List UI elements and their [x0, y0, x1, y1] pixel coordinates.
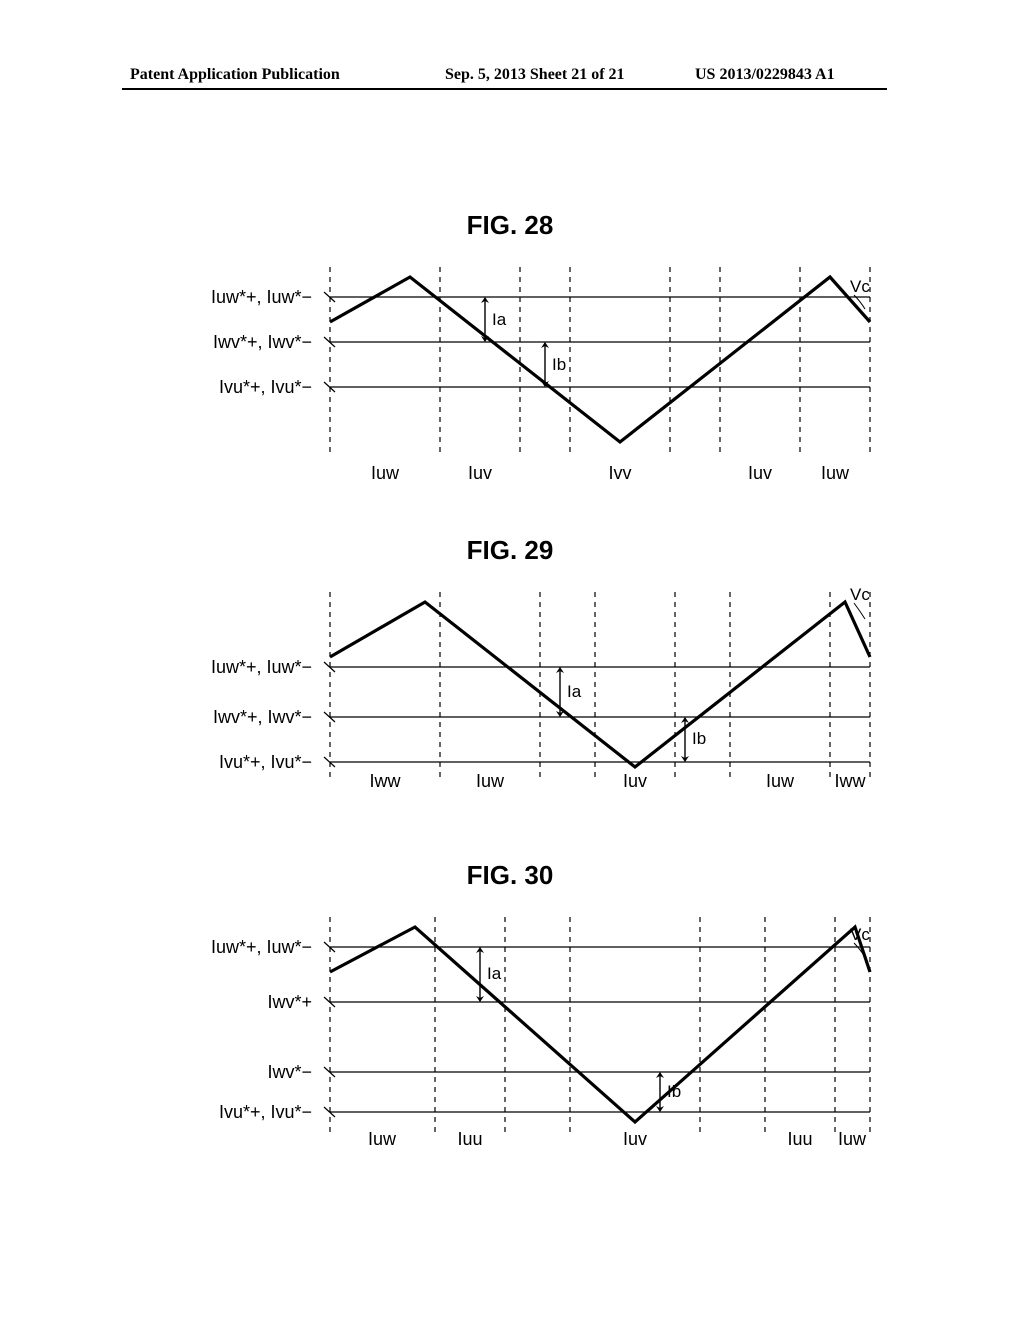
figure-svg: Iuw*+, Iuw*− Iwv*+, Iwv*− Ivu*+, Ivu*− Vc I… — [130, 247, 890, 507]
y-label: Ivu*+, Ivu*− — [219, 377, 312, 397]
y-label: Iwv*+, Iwv*− — [213, 707, 312, 727]
y-label: Iwv*+ — [267, 992, 312, 1012]
x-label: Ivv — [608, 463, 631, 483]
ib-label: Ib — [667, 1082, 681, 1101]
x-label: Iuw — [766, 771, 795, 791]
x-label: Iww — [370, 771, 402, 791]
x-label: Iuv — [748, 463, 772, 483]
y-label: Ivu*+, Ivu*− — [219, 1102, 312, 1122]
x-label: Iww — [835, 771, 867, 791]
x-label: Iuv — [623, 771, 647, 791]
x-label: Iuw — [368, 1129, 397, 1149]
figure: FIG. 29 Iuw*+, Iuw*− Iwv*+, Iwv*− Ivu*+, I… — [130, 535, 890, 832]
y-label: Ivu*+, Ivu*− — [219, 752, 312, 772]
x-label: Iuw — [371, 463, 400, 483]
vc-label: Vc — [850, 585, 870, 604]
y-label: Iwv*+, Iwv*− — [213, 332, 312, 352]
y-label: Iuw*+, Iuw*− — [211, 937, 312, 957]
ia-label: Ia — [567, 682, 582, 701]
figure: FIG. 28 Iuw*+, Iuw*− Iwv*+, Iwv*− Ivu*+, I… — [130, 210, 890, 507]
x-label: Iuv — [468, 463, 492, 483]
x-label: Iuv — [623, 1129, 647, 1149]
ia-label: Ia — [492, 310, 507, 329]
figure-title: FIG. 28 — [130, 210, 890, 241]
ia-label: Ia — [487, 964, 502, 983]
x-label: Iuw — [821, 463, 850, 483]
figure-title: FIG. 30 — [130, 860, 890, 891]
x-label: Iuw — [476, 771, 505, 791]
figure: FIG. 30 Iuw*+, Iuw*− Iwv*+ Iwv*− Ivu*+, Ivu… — [130, 860, 890, 1187]
figure-svg: Iuw*+, Iuw*−Iwv*+Iwv*−Ivu*+, Ivu*−Vc Ia … — [130, 897, 890, 1187]
x-label: Iuu — [787, 1129, 812, 1149]
header-left: Patent Application Publication — [130, 66, 340, 84]
y-label: Iuw*+, Iuw*− — [211, 657, 312, 677]
header-rule — [122, 88, 887, 90]
figure-svg: Iuw*+, Iuw*− Iwv*+, Iwv*− Ivu*+, Ivu*− Vc I… — [130, 572, 890, 832]
vc-label: Vc — [850, 277, 870, 296]
vc-label: Vc — [850, 925, 870, 944]
page: Patent Application Publication Sep. 5, 2… — [0, 0, 1024, 1320]
ib-label: Ib — [552, 355, 566, 374]
header-center: Sep. 5, 2013 Sheet 21 of 21 — [445, 66, 625, 84]
y-label: Iuw*+, Iuw*− — [211, 287, 312, 307]
y-label: Iwv*− — [267, 1062, 312, 1082]
figure-title: FIG. 29 — [130, 535, 890, 566]
x-label: Iuw — [838, 1129, 867, 1149]
x-label: Iuu — [457, 1129, 482, 1149]
ib-label: Ib — [692, 729, 706, 748]
header-right: US 2013/0229843 A1 — [695, 66, 835, 84]
